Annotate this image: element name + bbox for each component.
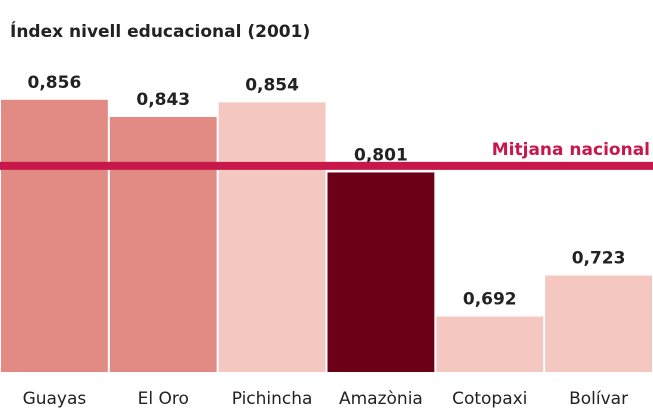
value-label: 0,856 bbox=[28, 73, 82, 93]
x-tick-label: Amazònia bbox=[339, 389, 423, 409]
bar bbox=[436, 316, 544, 372]
bar bbox=[109, 116, 217, 372]
value-label: 0,723 bbox=[572, 249, 626, 269]
value-label: 0,843 bbox=[136, 90, 190, 110]
reference-label: Mitjana nacional bbox=[492, 140, 650, 160]
bar bbox=[218, 102, 326, 372]
x-tick-label: Guayas bbox=[23, 389, 87, 409]
bar bbox=[545, 275, 652, 372]
x-tick-label: Cotopaxi bbox=[452, 389, 527, 409]
value-label: 0,692 bbox=[463, 290, 517, 310]
x-tick-label: Pichincha bbox=[232, 389, 313, 409]
bar bbox=[327, 172, 435, 372]
value-label: 0,854 bbox=[245, 75, 299, 95]
bar bbox=[1, 99, 108, 373]
x-tick-label: Bolívar bbox=[569, 389, 628, 409]
chart-title: Índex nivell educacional (2001) bbox=[10, 20, 310, 42]
value-label: 0,801 bbox=[354, 145, 408, 165]
x-tick-label: El Oro bbox=[138, 389, 189, 409]
